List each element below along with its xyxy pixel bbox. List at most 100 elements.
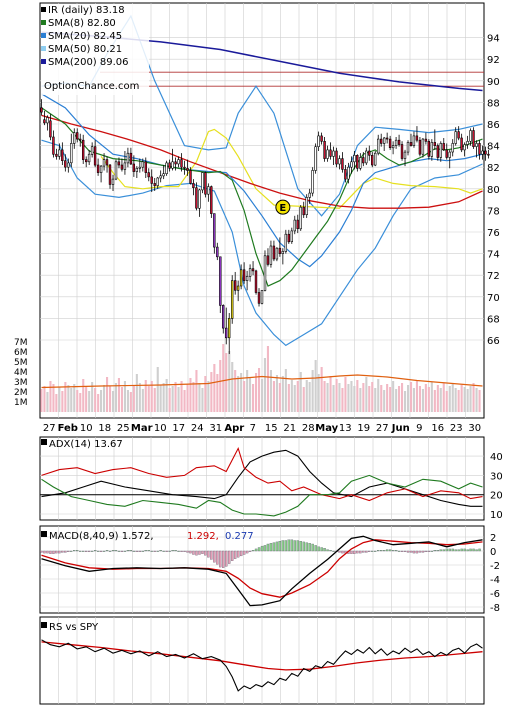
macd-histogram-bar [397,550,401,552]
macd-histogram-bar [332,550,335,552]
macd-histogram-bar [150,550,153,552]
macd-histogram-bar [153,550,156,552]
candle-body [245,275,249,281]
candle-body [466,141,469,145]
volume-bar [454,388,457,412]
volume-bar [67,385,70,412]
candle-body [263,255,267,291]
volume-bar [117,378,120,412]
macd-legend-swatch [41,531,47,537]
volume-bar [263,358,266,412]
volume-bar [210,372,213,412]
volume-bar [159,385,162,412]
macd-histogram-bar [472,548,475,552]
candle-body [236,285,240,291]
volume-bar [150,381,153,412]
volume-bar [278,383,281,412]
candle-body [290,230,293,242]
candle-body [144,161,147,173]
volume-bar [43,386,46,412]
volume-bar [240,373,243,412]
candle-body [436,145,439,158]
macd-histogram-bar [248,550,252,552]
macd-label: MACD(8,40,9) 1.572, [49,531,154,542]
volume-bar [55,394,58,412]
volume-bar [475,388,478,412]
macd-histogram-bar [138,550,142,552]
macd-histogram-bar [368,550,371,552]
candle-body [335,150,338,165]
price-tick-label: 78 [487,206,500,217]
price-tick-label: 72 [487,271,500,282]
candle-body [239,269,243,287]
candle-body [382,137,386,144]
macd-histogram-bar [201,550,204,554]
macd-histogram-bar [93,550,97,552]
macd-histogram-bar [162,550,165,552]
candle-body [114,161,118,180]
volume-bar [407,385,410,412]
candle-body [266,255,270,265]
macd-tick-label: -4 [490,575,500,586]
volume-bar [344,377,347,412]
volume-bar [269,370,272,412]
candle-body [150,176,153,184]
volume-bar [368,386,371,412]
volume-bar [243,381,246,412]
macd-histogram-bar [478,548,481,552]
candle-body [79,138,82,141]
volume-bar [418,386,421,412]
date-tick-label: 17 [172,423,185,434]
legend-swatch [41,59,46,64]
candle-body [323,141,326,159]
volume-bar [192,382,195,412]
date-tick-label: 15 [265,423,278,434]
volume-bar [412,388,415,412]
macd-histogram-bar [281,540,285,552]
volume-bar [371,382,374,412]
macd-histogram-bar [99,550,103,552]
legend-background [41,4,149,95]
candle-body [487,153,490,156]
legend-entry: SMA(8) 82.80 [48,18,116,29]
macd-histogram-bar [144,550,147,552]
volume-bar [249,377,252,412]
candle-body [90,146,94,155]
candle-body [424,138,428,142]
date-tick-label: 13 [339,423,352,434]
volume-bar [290,380,293,412]
volume-bar [201,388,204,412]
candle-body [475,143,478,147]
price-tick-label: 66 [487,336,500,347]
candle-body [141,161,144,168]
candle-body [353,155,356,163]
macd-histogram-bar [165,550,168,552]
macd-histogram-bar [222,550,225,568]
macd-histogram-bar [382,550,386,552]
date-tick-label: 18 [98,423,111,434]
price-tick-label: 76 [487,228,500,239]
macd-histogram-bar [365,550,368,553]
volume-bar [132,385,135,412]
macd-line [41,535,483,607]
candle-body [180,159,183,168]
candle-body [460,137,463,151]
volume-bar [180,381,183,412]
macd-histogram-bar [308,543,311,552]
volume-bar [448,386,451,412]
macd-histogram-bar [105,550,109,552]
volume-bar [261,379,264,412]
volume-bar [52,384,55,412]
sma50-line [41,114,483,209]
candle-body [55,153,58,157]
macd-histogram-bar [43,550,46,554]
volume-bar [284,369,287,412]
volume-bar [356,380,359,412]
candle-body [302,206,305,216]
candle-body [162,173,165,177]
macd-histogram-bar [415,550,419,554]
candle-body [108,164,112,185]
price-tick-label: 68 [487,314,500,325]
macd-histogram-bar [117,550,121,552]
